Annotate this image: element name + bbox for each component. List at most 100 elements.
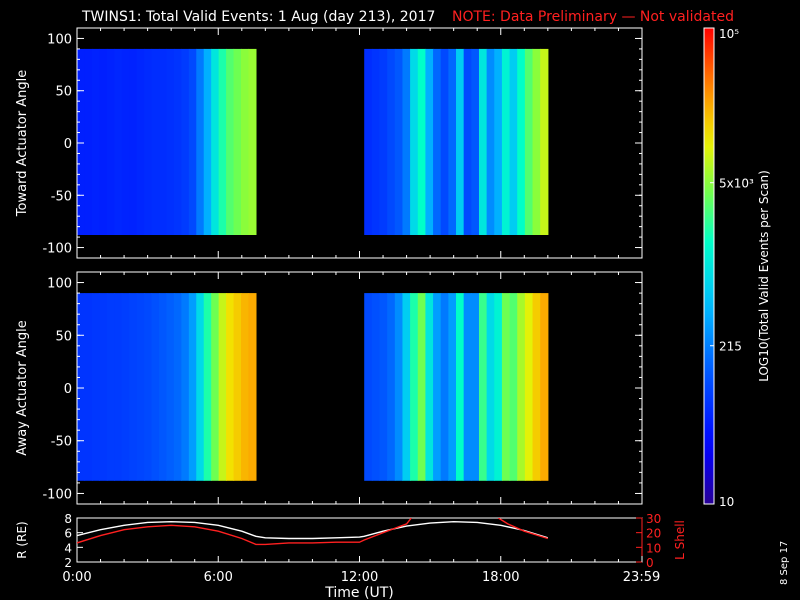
heatmap-column [440,48,449,235]
heatmap-column [173,48,182,235]
heatmap-column [181,293,190,481]
right-tick-label: 10 [646,541,661,555]
colorbar-gradient [703,27,715,505]
heatmap-column [106,48,115,235]
away-segment-1 [364,293,549,481]
y-tick-label: 100 [47,32,72,47]
y-tick-label: -100 [42,242,72,257]
radius-line [77,520,549,540]
heatmap-column [478,293,488,481]
y-tick-label: -50 [51,435,72,450]
heatmap-column [532,293,541,481]
left-tick-label: 4 [64,541,72,555]
heatmap-column [151,293,160,481]
heatmap-column [417,293,427,481]
heatmap-column [144,293,153,481]
heatmap-column [440,293,449,481]
heatmap-column [540,293,549,481]
heatmap-column [129,48,138,235]
heatmap-column [233,48,242,235]
lshell-line [77,518,412,546]
heatmap-column [402,293,411,481]
heatmap-column [486,293,495,481]
right-tick-label: 20 [646,527,661,541]
lshell-line [498,518,549,540]
heatmap-column [241,293,250,481]
heatmap-column [114,48,123,235]
heatmap-column [379,48,388,235]
heatmap-column [410,293,419,481]
heatmap-column [211,293,220,481]
heatmap-column [517,293,526,481]
heatmap-column [364,48,373,235]
chart-title: TWINS1: Total Valid Events: 1 Aug (day 2… [81,9,435,25]
heatmap-column [371,48,381,235]
colorbar-tick-label: 215 [719,340,742,354]
heatmap-column [509,48,518,235]
y-axis-label: Away Actuator Angle [15,320,30,455]
x-tick-label: 23:59 [623,570,660,585]
x-tick-label: 0:00 [62,570,91,585]
toward-angle-panel: 100 50 0 -50 -100 Toward Actuator Angle [15,27,643,259]
heatmap-column [84,293,93,481]
heatmap-column [226,48,235,235]
heatmap-column [136,48,145,235]
heatmap-column [188,293,197,481]
heatmap-column [129,293,138,481]
heatmap-column [151,48,160,235]
heatmap-column [448,293,457,481]
heatmap-column [501,293,511,481]
heatmap-column [410,48,419,235]
left-axis-label: R (RE) [15,521,29,558]
toward-segment-0 [77,48,257,235]
heatmap-column [433,293,442,481]
heatmap-column [478,48,488,235]
x-axis-label: Time (UT) [324,585,393,600]
colorbar-tick-label: 10⁵ [719,27,739,41]
heatmap-column [218,48,227,235]
heatmap-column [173,293,182,481]
left-tick-label: 2 [64,556,72,570]
heatmap-column [136,293,145,481]
heatmap-column [114,293,123,481]
heatmap-column [203,293,212,481]
heatmap-column [402,48,411,235]
y-tick-label: 50 [55,329,72,344]
heatmap-column [166,293,175,481]
heatmap-column [248,48,257,235]
heatmap-column [463,293,472,481]
right-axis-label: L Shell [673,520,687,560]
heatmap-column [196,293,205,481]
heatmap-column [433,48,442,235]
heatmap-column [181,48,190,235]
right-tick-label: 0 [646,556,654,570]
heatmap-column [532,48,541,235]
colorbar: 10 215 5x10³ 10⁵ LOG10(Total Valid Events pe… [703,27,771,509]
heatmap-column [494,293,503,481]
heatmap-column [91,293,100,481]
right-tick-label: 30 [646,512,661,526]
y-tick-label: 50 [55,85,72,100]
heatmap-column [517,48,526,235]
colorbar-label: LOG10(Total Valid Events per Scan) [757,170,771,382]
heatmap-column [463,48,472,235]
heatmap-column [394,48,404,235]
heatmap-column [540,48,549,235]
left-tick-label: 6 [64,527,72,541]
y-tick-label: -100 [42,487,72,502]
toward-segment-1 [364,48,549,235]
heatmap-column [99,293,108,481]
heatmap-column [379,293,388,481]
heatmap-column [99,48,108,235]
heatmap-column [486,48,495,235]
heatmap-column [77,48,86,235]
heatmap-column [211,48,220,235]
heatmap-column [121,48,130,235]
heatmap-column [233,293,242,481]
heatmap-column [196,48,205,235]
preliminary-note: NOTE: Data Preliminary — Not validated [452,9,734,25]
heatmap-column [456,48,465,235]
heatmap-column [218,293,227,481]
y-tick-label: 0 [64,382,72,397]
heatmap-column [417,48,427,235]
